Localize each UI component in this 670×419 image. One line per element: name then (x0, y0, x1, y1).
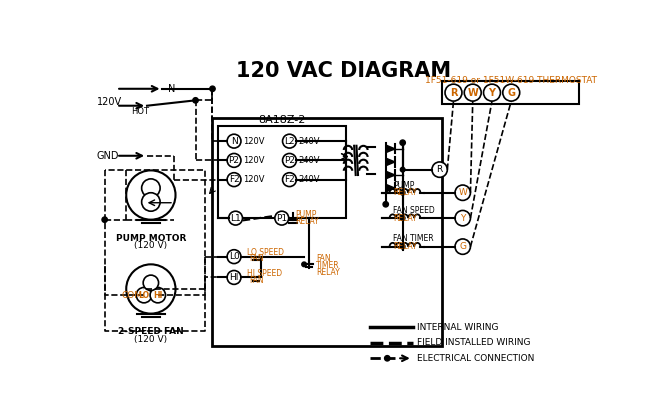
Circle shape (383, 202, 389, 207)
Text: LO SPEED: LO SPEED (247, 248, 284, 256)
Text: P1: P1 (276, 214, 287, 222)
Polygon shape (386, 184, 395, 192)
Circle shape (143, 275, 159, 290)
Circle shape (283, 173, 296, 186)
Text: FAN: FAN (249, 276, 264, 285)
Circle shape (141, 179, 160, 197)
Text: GND: GND (97, 151, 119, 161)
Text: G: G (507, 88, 515, 98)
Circle shape (227, 271, 241, 285)
Text: N: N (230, 137, 237, 146)
Text: R: R (436, 165, 443, 174)
Text: Y: Y (488, 88, 496, 98)
Bar (442, 81, 579, 104)
Text: LO: LO (139, 291, 149, 300)
Circle shape (126, 264, 176, 313)
Circle shape (136, 287, 151, 303)
Circle shape (275, 211, 289, 225)
Circle shape (126, 171, 176, 220)
Text: 120V: 120V (243, 175, 265, 184)
Circle shape (401, 244, 405, 249)
Circle shape (455, 185, 470, 200)
Circle shape (385, 356, 390, 361)
Text: 240V: 240V (299, 137, 320, 146)
Circle shape (283, 153, 296, 167)
Text: L2: L2 (284, 137, 295, 146)
Text: RELAY: RELAY (393, 242, 417, 251)
Text: P2: P2 (228, 156, 240, 165)
Text: W: W (468, 88, 478, 98)
Text: FAN SPEED: FAN SPEED (393, 206, 436, 215)
Circle shape (227, 134, 241, 148)
Text: 1F51-619 or 1F51W-619 THERMOSTAT: 1F51-619 or 1F51W-619 THERMOSTAT (425, 76, 597, 85)
Text: INTERNAL WIRING: INTERNAL WIRING (417, 323, 498, 332)
Text: TIMER: TIMER (316, 261, 340, 269)
Text: 120V: 120V (243, 156, 265, 165)
Circle shape (227, 250, 241, 264)
Text: HI SPEED: HI SPEED (247, 269, 282, 278)
Text: N: N (168, 84, 175, 94)
Text: 8A18Z-2: 8A18Z-2 (259, 115, 306, 125)
Text: (120 V): (120 V) (134, 335, 168, 344)
Text: PUMP: PUMP (393, 181, 415, 189)
Text: W: W (458, 188, 467, 197)
Circle shape (455, 239, 470, 254)
Text: PUMP: PUMP (295, 210, 316, 219)
Polygon shape (386, 171, 395, 179)
Circle shape (401, 167, 405, 172)
Text: RELAY: RELAY (295, 217, 319, 226)
Text: RELAY: RELAY (393, 188, 417, 197)
Text: R: R (450, 88, 457, 98)
Polygon shape (386, 158, 395, 166)
Text: L1: L1 (230, 214, 241, 222)
Circle shape (302, 262, 306, 266)
Text: 120V: 120V (97, 97, 122, 107)
Circle shape (227, 173, 241, 186)
Text: F2: F2 (228, 175, 239, 184)
Text: 240V: 240V (299, 175, 320, 184)
Text: PUMP MOTOR: PUMP MOTOR (116, 233, 186, 243)
Circle shape (400, 140, 405, 145)
Text: COM: COM (122, 291, 143, 300)
Circle shape (401, 190, 405, 195)
Text: 240V: 240V (299, 156, 320, 165)
Text: 2-SPEED FAN: 2-SPEED FAN (118, 328, 184, 336)
Circle shape (455, 210, 470, 226)
Text: P2: P2 (284, 156, 295, 165)
Circle shape (210, 86, 215, 91)
Text: Y: Y (460, 214, 466, 222)
Circle shape (228, 211, 243, 225)
Text: FAN TIMER: FAN TIMER (393, 234, 434, 243)
Text: ELECTRICAL CONNECTION: ELECTRICAL CONNECTION (417, 354, 534, 363)
Text: HI: HI (229, 273, 239, 282)
Text: (120 V): (120 V) (134, 241, 168, 250)
Text: 120 VAC DIAGRAM: 120 VAC DIAGRAM (236, 61, 451, 81)
Text: G: G (459, 242, 466, 251)
Circle shape (401, 216, 405, 220)
Text: HI: HI (153, 291, 163, 300)
Bar (218, 126, 346, 218)
Text: HOT: HOT (131, 107, 149, 116)
Circle shape (227, 153, 241, 167)
Circle shape (484, 84, 500, 101)
Text: F2: F2 (284, 175, 295, 184)
Circle shape (464, 84, 481, 101)
Text: 120V: 120V (243, 137, 265, 146)
Circle shape (102, 217, 107, 222)
Text: RELAY: RELAY (316, 268, 340, 277)
Circle shape (150, 287, 165, 303)
Text: FIELD INSTALLED WIRING: FIELD INSTALLED WIRING (417, 339, 530, 347)
Circle shape (193, 98, 198, 103)
Polygon shape (386, 145, 395, 153)
Circle shape (445, 84, 462, 101)
Text: RELAY: RELAY (393, 214, 417, 222)
Circle shape (141, 193, 160, 211)
Circle shape (283, 134, 296, 148)
Circle shape (432, 162, 448, 177)
Text: FAN: FAN (249, 254, 264, 264)
Text: L0: L0 (228, 252, 239, 261)
Text: FAN: FAN (316, 253, 331, 263)
Bar (212, 118, 442, 346)
Circle shape (502, 84, 520, 101)
